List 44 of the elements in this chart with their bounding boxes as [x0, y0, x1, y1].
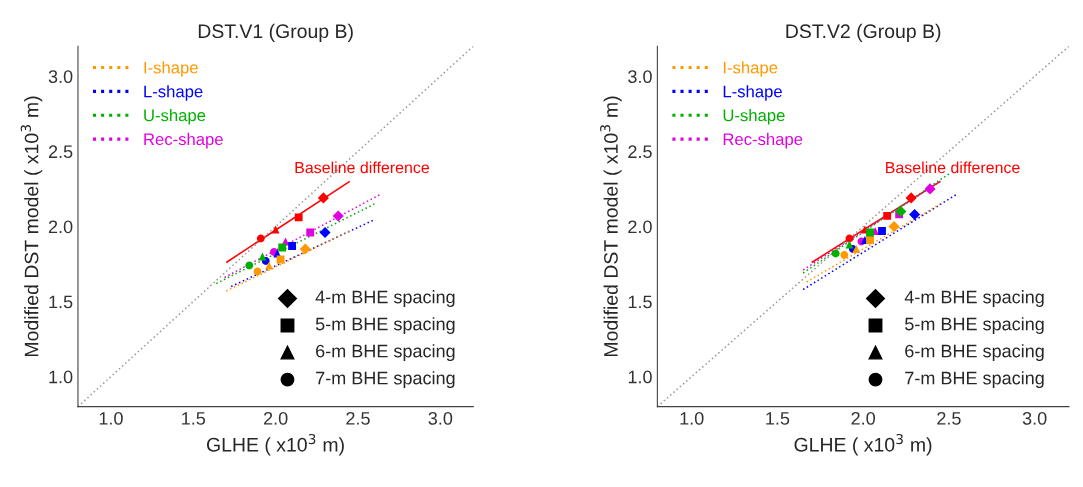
y-tick-label: 2.5 — [48, 145, 73, 159]
legend-label: L-shape — [144, 85, 203, 101]
legend-label: Rec-shape — [723, 132, 803, 149]
x-tick-label: 2.0 — [851, 411, 875, 425]
x-tick-label: 2.0 — [263, 411, 288, 425]
annotation: 6-m BHE spacing — [905, 344, 1044, 361]
y-axis-title: Modified DST model ( x10$^{3}$ m) — [20, 96, 43, 357]
series-label: Baseline difference — [886, 161, 1020, 174]
annotation: 6-m BHE spacing — [316, 344, 455, 361]
y-axis-title: Modified DST model ( x10$^{3}$ m) — [600, 96, 622, 357]
x-tick-label: 3.0 — [428, 411, 453, 425]
legend-label: U-shape — [723, 109, 785, 125]
annotation: 7-m BHE spacing — [905, 371, 1044, 389]
legend-label: L-shape — [723, 85, 782, 101]
x-tick-label: 2.5 — [346, 411, 370, 425]
y-tick-label: 1.0 — [628, 370, 652, 384]
annotation: 7-m BHE spacing — [316, 371, 455, 389]
legend-label: U-shape — [144, 109, 206, 125]
x-axis-title: GLHE ( x10$^{3}$ m) — [794, 433, 932, 456]
y-tick-label: 1.5 — [628, 295, 652, 309]
x-tick-label: 1.0 — [99, 411, 123, 425]
x-axis-title: GLHE ( x10$^{3}$ m) — [206, 433, 344, 456]
x-tick-label: 1.0 — [680, 411, 704, 425]
legend-label: I-shape — [723, 61, 778, 77]
series-label: Baseline difference — [295, 161, 430, 174]
x-tick-label: 3.0 — [1022, 411, 1047, 425]
y-tick-label: 1.0 — [49, 370, 73, 384]
y-tick-label: 1.5 — [49, 295, 73, 309]
x-tick-label: 1.5 — [182, 412, 206, 425]
y-tick-label: 3.0 — [628, 70, 652, 84]
chart-title: DST.V2 (Group B) — [786, 23, 941, 42]
annotation: 4-m BHE spacing — [315, 290, 455, 307]
annotation: 5-m BHE spacing — [905, 317, 1044, 334]
x-tick-label: 2.5 — [937, 411, 961, 425]
x-tick-label: 1.5 — [766, 412, 790, 425]
y-tick-label: 3.0 — [48, 70, 73, 84]
y-tick-label: 2.5 — [628, 145, 652, 159]
y-tick-label: 2.0 — [48, 220, 73, 234]
annotation: 5-m BHE spacing — [315, 317, 455, 334]
legend-label: I-shape — [144, 61, 198, 77]
y-tick-label: 2.0 — [628, 220, 652, 234]
legend-label: Rec-shape — [144, 132, 223, 149]
chart-title: DST.V1 (Group B) — [198, 23, 353, 42]
annotation: 4-m BHE spacing — [904, 290, 1044, 307]
